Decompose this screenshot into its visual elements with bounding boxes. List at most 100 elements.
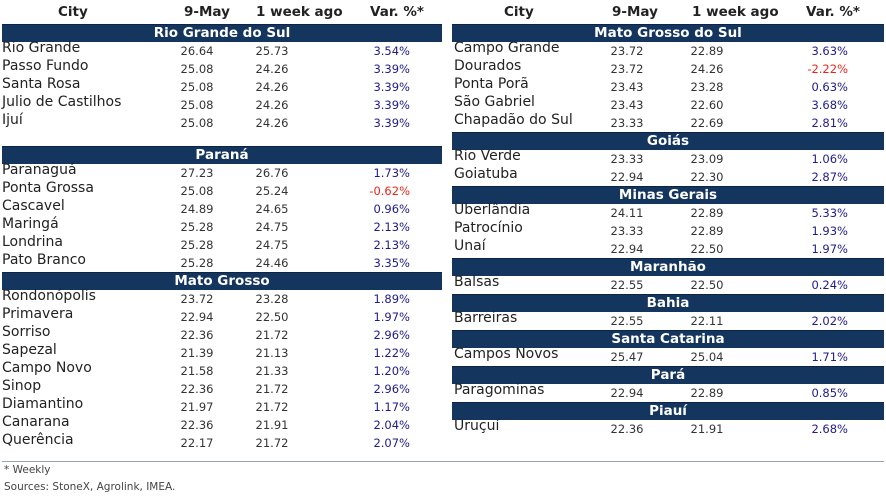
may-price-cell: 22.17: [180, 436, 214, 450]
week-ago-price-cell: 25.04: [690, 350, 724, 364]
week-ago-price-cell: 22.50: [690, 278, 724, 292]
table-row: São Gabriel 23.43 22.60 3.68%: [452, 94, 884, 114]
table-row: Maringá 25.28 24.75 2.13%: [2, 216, 442, 236]
may-price-cell: 22.36: [180, 418, 214, 432]
week-ago-price-cell: 22.50: [255, 310, 289, 324]
week-ago-price-cell: 24.65: [255, 202, 289, 216]
week-ago-price-cell: 24.26: [255, 116, 289, 130]
variation-cell: 1.17%: [373, 400, 410, 414]
table-row: Rondonópolis 23.72 23.28 1.89%: [2, 288, 442, 308]
may-price-cell: 25.47: [610, 350, 644, 364]
region-header: Rio Grande do Sul: [2, 24, 442, 42]
table-header: City 9-May 1 week ago Var. %*: [452, 0, 884, 24]
region-header: Mato Grosso do Sul: [452, 24, 884, 42]
city-cell: Paragominas: [454, 382, 545, 398]
variation-cell: 2.96%: [373, 382, 410, 396]
week-ago-price-cell: 26.76: [255, 166, 289, 180]
city-cell: Paranaguá: [2, 162, 77, 178]
table-row: Ponta Grossa 25.08 25.24 -0.62%: [2, 180, 442, 200]
city-cell: Julio de Castilhos: [2, 94, 122, 110]
may-price-cell: 23.43: [610, 98, 644, 112]
city-cell: Sapezal: [2, 342, 57, 358]
variation-cell: 3.68%: [811, 98, 848, 112]
city-cell: Rio Verde: [454, 148, 521, 164]
week-ago-price-cell: 24.75: [255, 220, 289, 234]
city-cell: Cascavel: [2, 198, 65, 214]
city-cell: Ponta Grossa: [2, 180, 94, 196]
may-price-cell: 23.72: [180, 292, 214, 306]
table-row: Campos Novos 25.47 25.04 1.71%: [452, 346, 884, 366]
week-ago-price-cell: 24.26: [690, 62, 724, 76]
week-ago-price-cell: 21.91: [255, 418, 289, 432]
header-date: 9-May: [612, 4, 658, 20]
variation-cell: 2.13%: [373, 220, 410, 234]
table-row: Chapadão do Sul 23.33 22.69 2.81%: [452, 112, 884, 132]
variation-cell: 1.97%: [811, 242, 848, 256]
table-row: Canarana 22.36 21.91 2.04%: [2, 414, 442, 434]
city-cell: Santa Rosa: [2, 76, 81, 92]
variation-cell: 2.81%: [811, 116, 848, 130]
may-price-cell: 22.55: [610, 314, 644, 328]
table-row: Paragominas 22.94 22.89 0.85%: [452, 382, 884, 402]
table-row: Uberlândia 24.11 22.89 5.33%: [452, 202, 884, 222]
city-cell: Uberlândia: [454, 202, 531, 218]
table-row: Goiatuba 22.94 22.30 2.87%: [452, 166, 884, 186]
table-header: City 9-May 1 week ago Var. %*: [2, 0, 442, 24]
table-row: Campo Novo 21.58 21.33 1.20%: [2, 360, 442, 380]
city-cell: Barreiras: [454, 310, 518, 326]
variation-cell: 1.73%: [373, 166, 410, 180]
week-ago-price-cell: 21.33: [255, 364, 289, 378]
table-row: Rio Grande 26.64 25.73 3.54%: [2, 40, 442, 60]
variation-cell: 3.35%: [373, 256, 410, 270]
header-date: 9-May: [184, 4, 230, 20]
week-ago-price-cell: 21.72: [255, 400, 289, 414]
week-ago-price-cell: 22.89: [690, 206, 724, 220]
may-price-cell: 24.11: [610, 206, 644, 220]
variation-cell: 2.04%: [373, 418, 410, 432]
city-cell: Rondonópolis: [2, 288, 96, 304]
city-cell: Dourados: [454, 58, 522, 74]
table-row: Ponta Porã 23.43 23.28 0.63%: [452, 76, 884, 96]
city-cell: Campos Novos: [454, 346, 559, 362]
table-row: Primavera 22.94 22.50 1.97%: [2, 306, 442, 326]
region-header: Pará: [452, 366, 884, 384]
may-price-cell: 25.08: [180, 80, 214, 94]
week-ago-price-cell: 21.72: [255, 328, 289, 342]
city-cell: Campo Grande: [454, 40, 560, 56]
week-ago-price-cell: 22.50: [690, 242, 724, 256]
may-price-cell: 23.72: [610, 44, 644, 58]
left-table: City 9-May 1 week ago Var. %* Rio Grande…: [2, 0, 442, 452]
city-cell: Sorriso: [2, 324, 51, 340]
city-cell: Londrina: [2, 234, 63, 250]
week-ago-price-cell: 22.89: [690, 44, 724, 58]
may-price-cell: 25.28: [180, 256, 214, 270]
city-cell: Sinop: [2, 378, 42, 394]
variation-cell: 3.54%: [373, 44, 410, 58]
variation-cell: 0.85%: [811, 386, 848, 400]
week-ago-price-cell: 24.75: [255, 238, 289, 252]
region-header: Mato Grosso: [2, 272, 442, 290]
table-row: Londrina 25.28 24.75 2.13%: [2, 234, 442, 254]
week-ago-price-cell: 21.91: [690, 422, 724, 436]
region-header: Bahia: [452, 294, 884, 312]
region-header: Piauí: [452, 402, 884, 420]
city-cell: Passo Fundo: [2, 58, 89, 74]
variation-cell: 3.39%: [373, 116, 410, 130]
header-var: Var. %*: [370, 4, 424, 20]
variation-cell: 1.93%: [811, 224, 848, 238]
table-row: Pato Branco 25.28 24.46 3.35%: [2, 252, 442, 272]
table-row: Cascavel 24.89 24.65 0.96%: [2, 198, 442, 218]
may-price-cell: 21.39: [180, 346, 214, 360]
table-row: Dourados 23.72 24.26 -2.22%: [452, 58, 884, 78]
variation-cell: 2.87%: [811, 170, 848, 184]
may-price-cell: 23.43: [610, 80, 644, 94]
city-cell: Goiatuba: [454, 166, 518, 182]
variation-cell: 0.24%: [811, 278, 848, 292]
variation-cell: 0.96%: [373, 202, 410, 216]
may-price-cell: 25.08: [180, 116, 214, 130]
table-row: Balsas 22.55 22.50 0.24%: [452, 274, 884, 294]
variation-cell: 2.13%: [373, 238, 410, 252]
city-cell: Ijuí: [2, 112, 23, 128]
may-price-cell: 25.08: [180, 62, 214, 76]
may-price-cell: 22.94: [610, 242, 644, 256]
